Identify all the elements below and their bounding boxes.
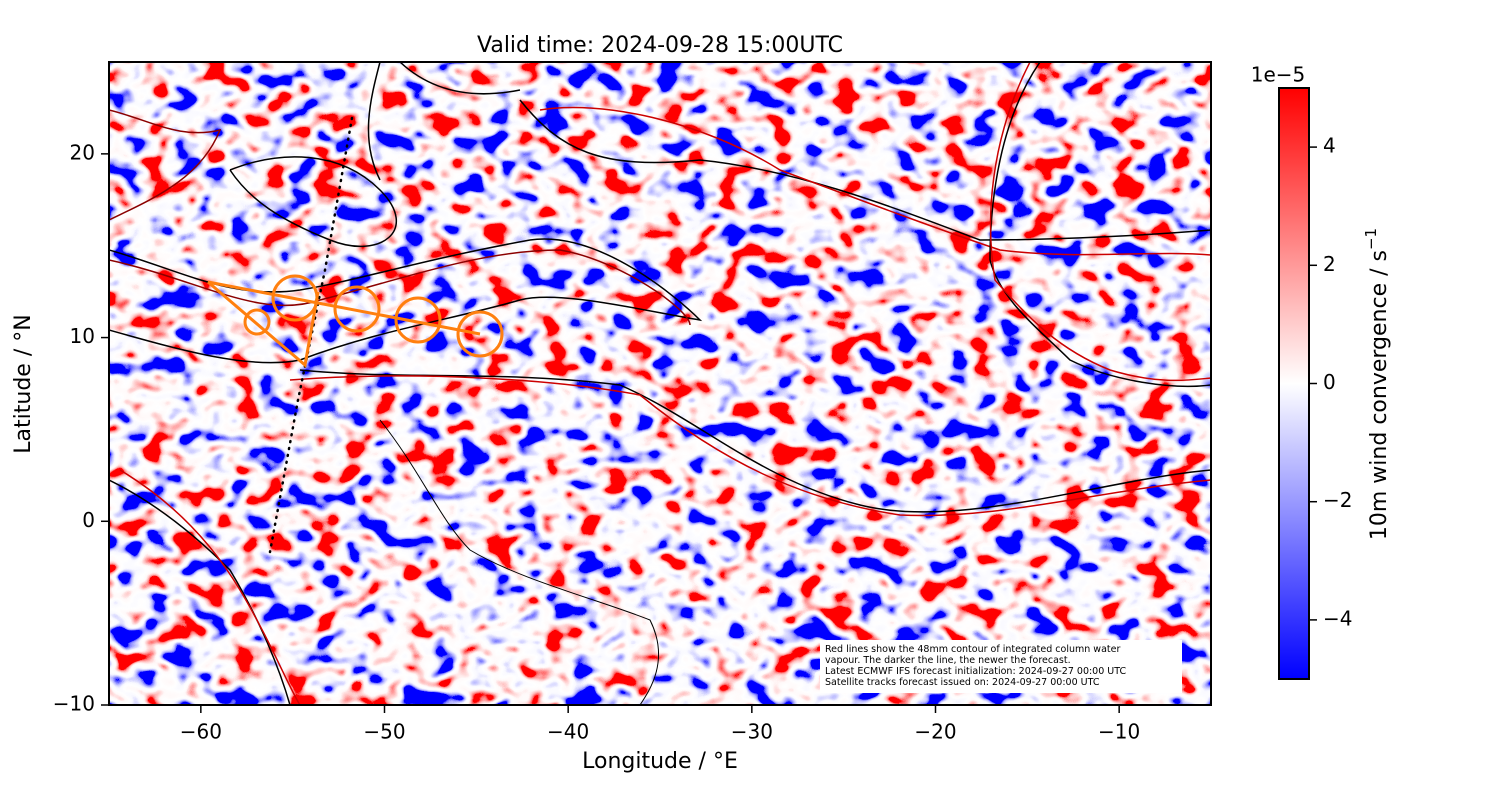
convergence-field [109, 62, 1211, 705]
x-tick-label: −20 [914, 720, 956, 744]
colorbar-tick-label: −4 [1323, 606, 1352, 630]
y-tick-label: 0 [82, 508, 95, 532]
plot-frame [108, 61, 1212, 706]
annotation-line: vapour. The darker the line, the newer t… [825, 655, 1071, 666]
colorbar-tick-label: −2 [1323, 488, 1352, 512]
x-tick-label: −30 [731, 720, 773, 744]
dotted-track [268, 116, 354, 554]
y-axis-label: Latitude / °N [11, 314, 36, 453]
y-tick-label: 10 [70, 324, 95, 348]
colorbar-tick-label: 2 [1323, 252, 1336, 276]
colorbar-label: 10m wind convergence / s−1 [1362, 228, 1393, 540]
colorbar [1278, 87, 1310, 680]
x-tick-label: −40 [547, 720, 589, 744]
annotation-line: Red lines show the 48mm contour of integ… [825, 644, 1120, 655]
x-tick-label: −60 [180, 720, 222, 744]
y-tick-label: −10 [53, 692, 95, 716]
colorbar-offset: 1e−5 [1251, 63, 1306, 87]
x-axis-label: Longitude / °E [582, 749, 738, 774]
satellite-track [207, 274, 504, 368]
map-area [109, 62, 1211, 705]
chart-title: Valid time: 2024-09-28 15:00UTC [477, 33, 843, 58]
annotation-line: Latest ECMWF IFS forecast initialization… [825, 666, 1126, 677]
contours [109, 62, 1211, 705]
annotation-box [820, 640, 1182, 693]
colorbar-label-exponent: −1 [1362, 228, 1380, 250]
colorbar-tick-label: 4 [1323, 134, 1336, 158]
y-tick-label: 20 [70, 140, 95, 164]
x-tick-label: −10 [1098, 720, 1140, 744]
annotation-line: Satellite tracks forecast issued on: 202… [825, 677, 1100, 688]
x-tick-label: −50 [363, 720, 405, 744]
colorbar-label-text: 10m wind convergence / s [1367, 250, 1392, 540]
colorbar-tick-label: 0 [1323, 370, 1336, 394]
